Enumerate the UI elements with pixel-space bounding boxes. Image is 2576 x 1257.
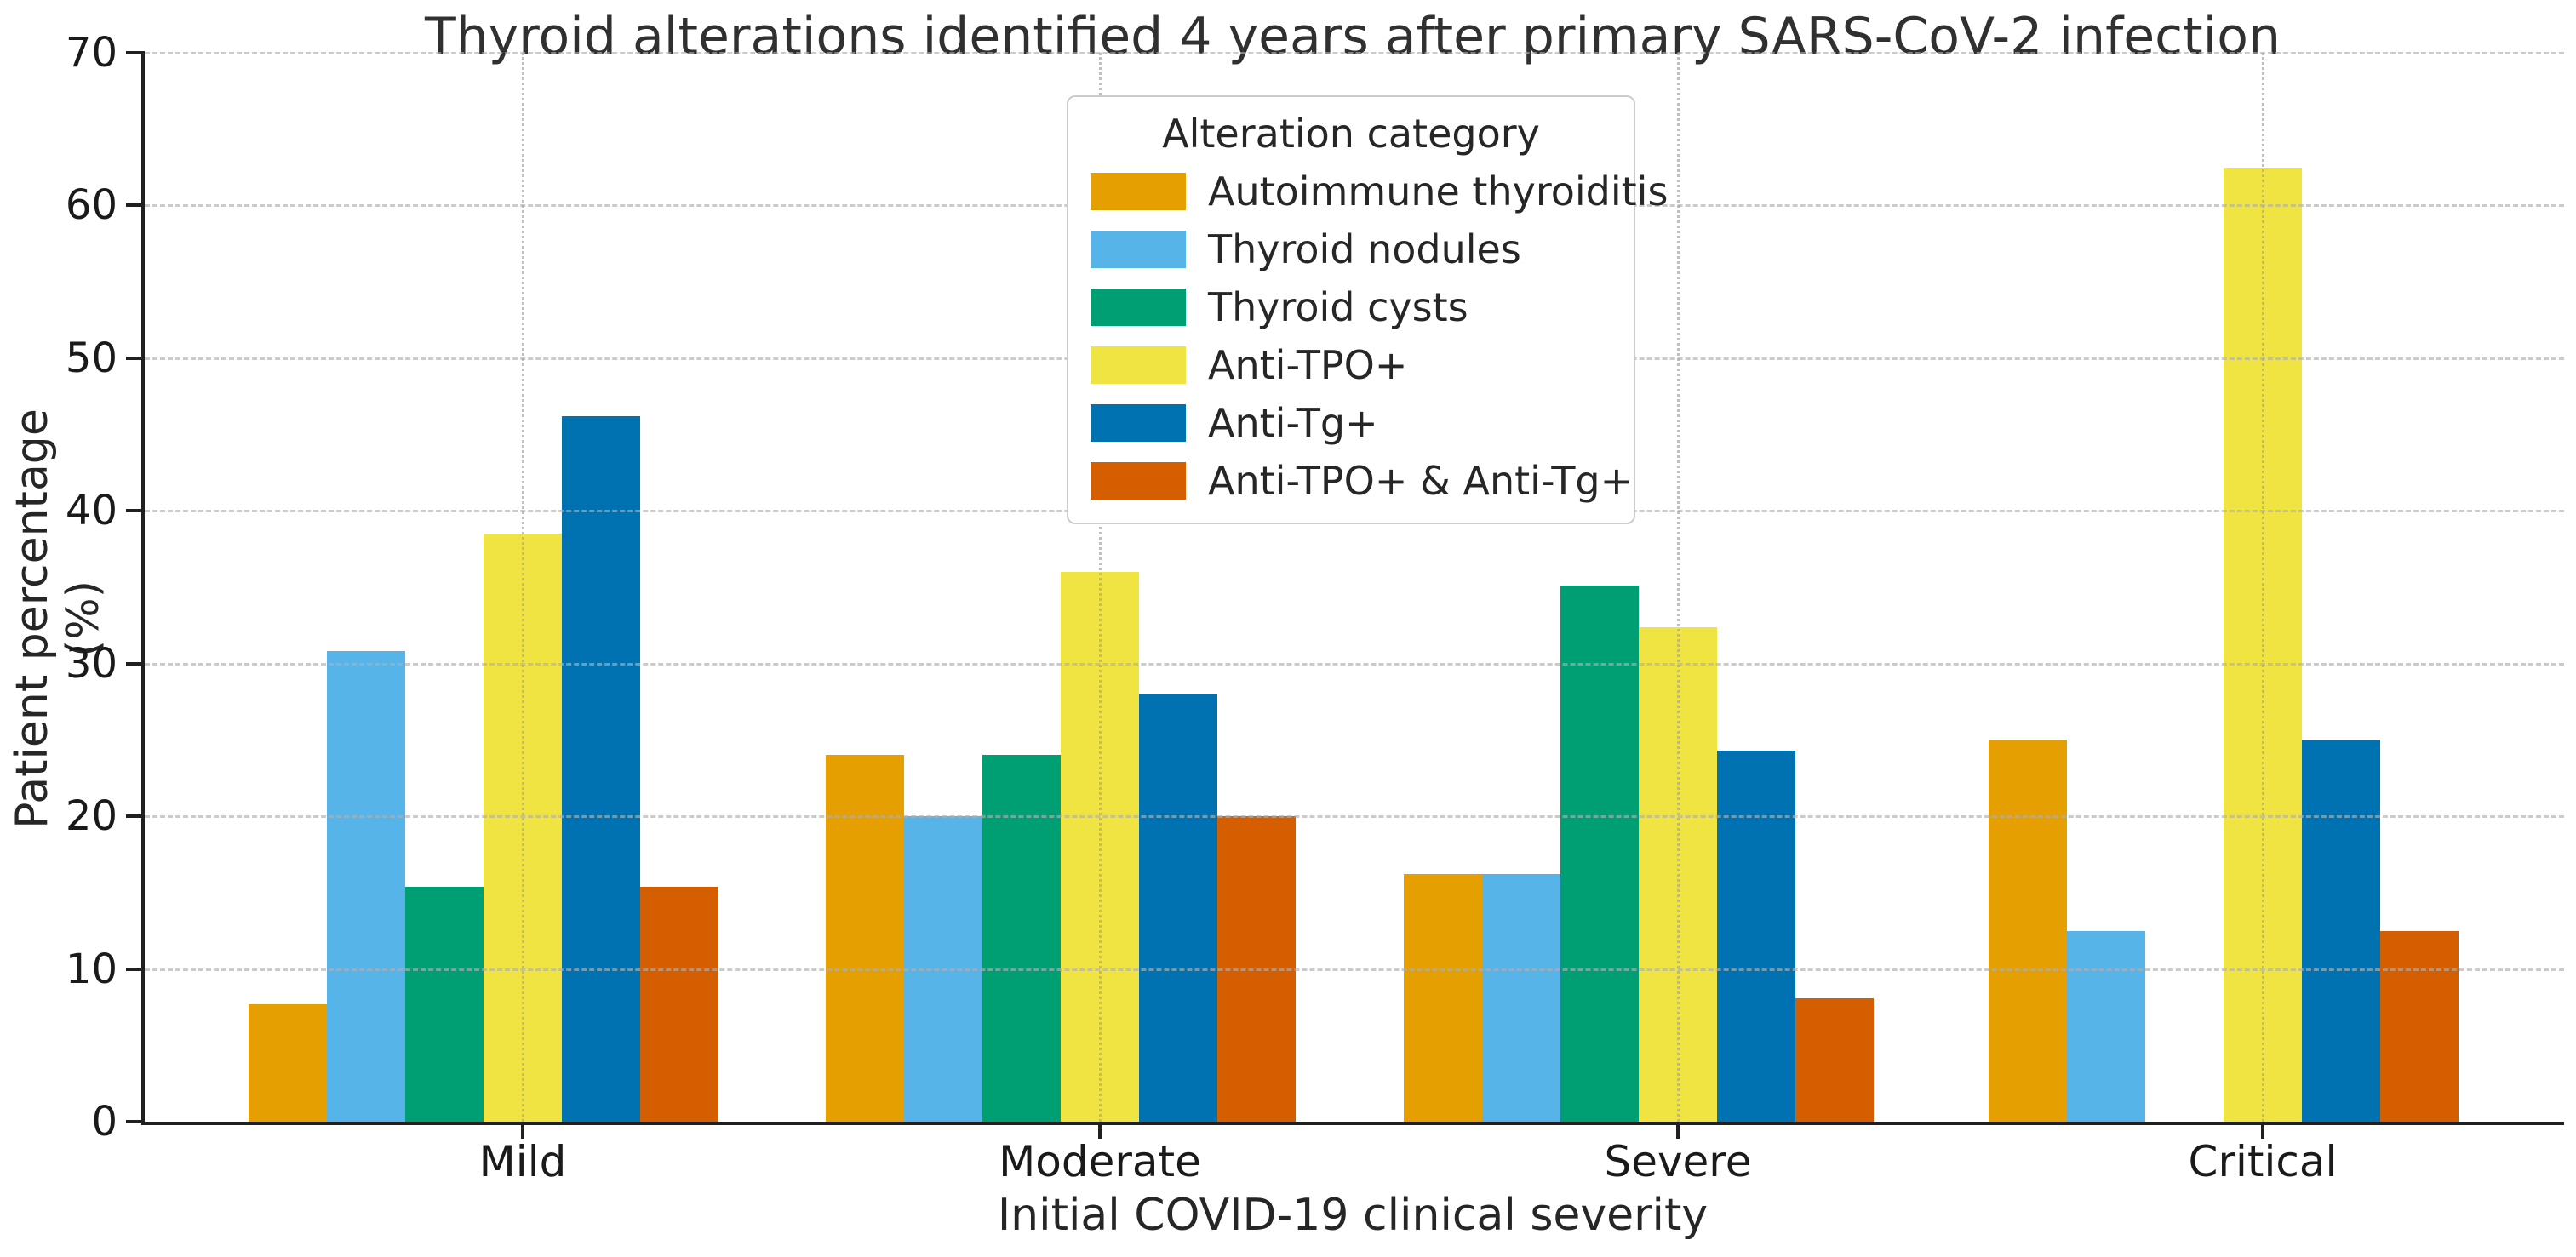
x-tick-label-critical: Critical <box>2188 1137 2338 1186</box>
legend-label: Anti-TPO+ & Anti-Tg+ <box>1208 458 1634 504</box>
legend-swatch-anti-tpo-anti-tg <box>1091 462 1186 500</box>
bar-thyroid-nodules-mild <box>327 651 405 1122</box>
bar-autoimmune-thyroiditis-mild <box>249 1003 327 1122</box>
x-axis-spine <box>141 1122 2564 1125</box>
legend-swatch-autoimmune-thyroiditis <box>1091 173 1186 210</box>
y-tick-label-0: 0 <box>91 1098 117 1146</box>
x-gridline-severe <box>1677 53 1680 1122</box>
x-tick-mark-mild <box>521 1125 524 1139</box>
bar-thyroid-nodules-severe <box>1482 874 1560 1122</box>
y-gridline-10 <box>145 968 2564 971</box>
bar-anti-tg-critical <box>2302 740 2380 1122</box>
legend-title: Alteration category <box>1162 111 1540 157</box>
bar-anti-tg-moderate <box>1139 694 1217 1122</box>
y-tick-label-30: 30 <box>65 639 117 688</box>
bar-autoimmune-thyroiditis-moderate <box>826 755 904 1122</box>
legend-label: Anti-TPO+ <box>1208 342 1408 388</box>
x-tick-label-moderate: Moderate <box>999 1137 1201 1186</box>
legend-item-thyroid-nodules: Thyroid nodules <box>1091 226 1611 272</box>
y-tick-mark-70 <box>126 51 141 54</box>
bar-thyroid-cysts-mild <box>405 886 484 1122</box>
y-tick-mark-20 <box>126 814 141 819</box>
y-axis-spine <box>141 51 145 1125</box>
legend-item-anti-tpo-anti-tg: Anti-TPO+ & Anti-Tg+ <box>1091 458 1633 504</box>
bar-autoimmune-thyroiditis-critical <box>1989 740 2067 1122</box>
legend-items: Autoimmune thyroiditis Thyroid nodules Thy… <box>1091 169 1668 504</box>
y-tick-mark-10 <box>126 967 141 971</box>
x-axis-label: Initial COVID-19 clinical severity <box>997 1190 1709 1241</box>
y-tick-mark-50 <box>126 356 141 360</box>
chart-title: Thyroid alterations identified 4 years a… <box>424 7 2281 66</box>
legend-swatch-thyroid-cysts <box>1091 289 1186 326</box>
y-tick-mark-60 <box>126 203 141 208</box>
x-tick-mark-moderate <box>1098 1125 1102 1139</box>
y-tick-label-20: 20 <box>65 792 117 841</box>
x-tick-label-mild: Mild <box>478 1137 567 1186</box>
legend: Alteration category Autoimmune thyroidit… <box>1067 95 1668 524</box>
y-tick-label-10: 10 <box>65 945 117 993</box>
legend-label: Thyroid nodules <box>1208 226 1521 272</box>
legend-item-anti-tg: Anti-Tg+ <box>1091 400 1611 446</box>
legend-item-thyroid-cysts: Thyroid cysts <box>1091 284 1611 330</box>
y-tick-label-50: 50 <box>65 334 117 382</box>
legend-label: Anti-Tg+ <box>1208 400 1378 446</box>
legend-swatch-thyroid-nodules <box>1091 231 1186 268</box>
y-gridline-20 <box>145 815 2564 819</box>
legend-label: Thyroid cysts <box>1208 284 1468 330</box>
y-gridline-30 <box>145 662 2564 666</box>
legend-item-anti-tpo: Anti-TPO+ <box>1091 342 1611 388</box>
y-tick-label-70: 70 <box>65 29 117 77</box>
y-tick-label-60: 60 <box>65 181 117 230</box>
legend-swatch-anti-tg <box>1091 404 1186 442</box>
y-tick-label-40: 40 <box>65 487 117 535</box>
y-axis-label: Patient percentage (%) <box>7 409 109 829</box>
x-gridline-mild <box>522 53 524 1122</box>
legend-swatch-anti-tpo <box>1091 346 1186 384</box>
bar-thyroid-cysts-severe <box>1560 586 1639 1122</box>
bar-thyroid-cysts-moderate <box>982 755 1061 1122</box>
x-tick-mark-severe <box>1676 1125 1680 1139</box>
bar-anti-tpo-anti-tg-severe <box>1795 997 1874 1122</box>
bar-anti-tpo-anti-tg-mild <box>640 886 718 1122</box>
y-tick-mark-0 <box>126 1120 141 1123</box>
x-gridline-critical <box>2262 53 2264 1122</box>
x-tick-mark-critical <box>2261 1125 2264 1139</box>
legend-item-autoimmune-thyroiditis: Autoimmune thyroiditis <box>1091 169 1668 214</box>
bar-anti-tg-mild <box>562 416 640 1122</box>
x-gridline-moderate <box>1099 53 1102 1122</box>
x-tick-label-severe: Severe <box>1604 1137 1752 1186</box>
bar-thyroid-nodules-critical <box>2067 930 2145 1122</box>
bar-anti-tg-severe <box>1717 750 1795 1122</box>
y-gridline-70 <box>145 52 2564 54</box>
bar-anti-tpo-anti-tg-critical <box>2380 930 2459 1122</box>
y-tick-mark-30 <box>126 661 141 666</box>
y-tick-mark-40 <box>126 509 141 513</box>
bar-autoimmune-thyroiditis-severe <box>1404 874 1482 1122</box>
legend-label: Autoimmune thyroiditis <box>1208 169 1669 214</box>
